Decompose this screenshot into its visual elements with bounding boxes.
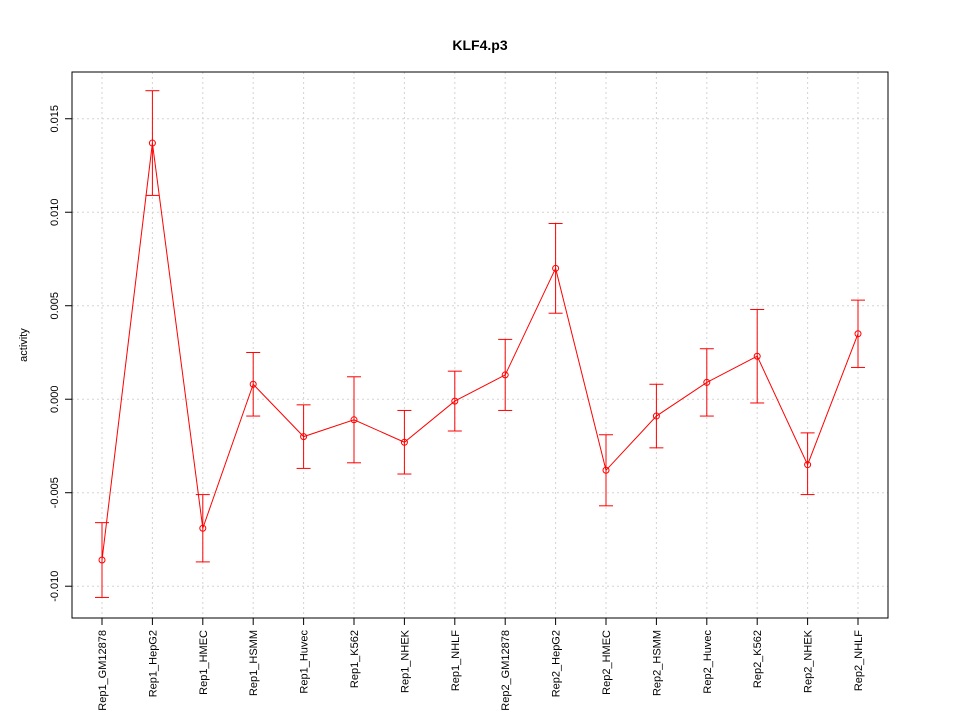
y-tick-label: -0.005 [49,477,61,508]
data-point [148,139,156,147]
data-point [451,397,459,405]
data-point [652,412,660,420]
y-tick-label: 0.005 [49,292,61,320]
chart-title: KLF4.p3 [452,37,507,53]
series-line [101,142,859,561]
x-tick-label: Rep1_NHEK [399,629,411,693]
data-point [703,378,711,386]
y-axis-label: activity [18,328,30,362]
axis-layer: -0.010 -0.005 0.000 0.005 0.010 0.015 Rep1_GM1… [49,105,865,711]
data-point [854,330,862,338]
y-tick-label: 0.015 [49,105,61,133]
x-tick-label: Rep2_GM12878 [500,630,512,711]
x-tick-label: Rep1_GM12878 [97,630,109,711]
data-point [350,416,358,424]
x-tick-label: Rep1_NHLF [450,630,462,691]
y-tick-label: -0.010 [49,571,61,602]
x-tick-label: Rep2_HepG2 [551,630,563,697]
data-point [602,466,610,474]
x-tick-label: Rep2_K562 [752,630,764,688]
x-tick-label: Rep1_K562 [349,630,361,688]
data-point [501,371,509,379]
x-tick-label: Rep1_Huvec [299,630,311,694]
x-tick-label: Rep2_NHEK [803,629,815,693]
x-tick-label: Rep1_HSMM [248,630,260,696]
x-tick-label: Rep1_HepG2 [147,630,159,697]
y-tick-label: 0.010 [49,198,61,226]
x-tick-label: Rep2_NHLF [853,630,865,691]
data-point [552,264,560,272]
data-point [98,556,106,564]
x-tick-label: Rep2_HMEC [601,630,613,695]
grid-layer [72,72,888,618]
data-point [753,352,761,360]
data-point [300,433,308,441]
data-layer [95,90,865,598]
x-tick-label: Rep2_Huvec [702,630,714,694]
y-tick-label: 0.000 [49,385,61,413]
x-tick-label: Rep2_HSMM [651,630,663,696]
data-point [199,524,207,532]
data-point [400,438,408,446]
x-tick-label: Rep1_HMEC [198,630,210,695]
plot-frame [71,71,889,619]
data-point [804,461,812,469]
data-point [249,380,257,388]
